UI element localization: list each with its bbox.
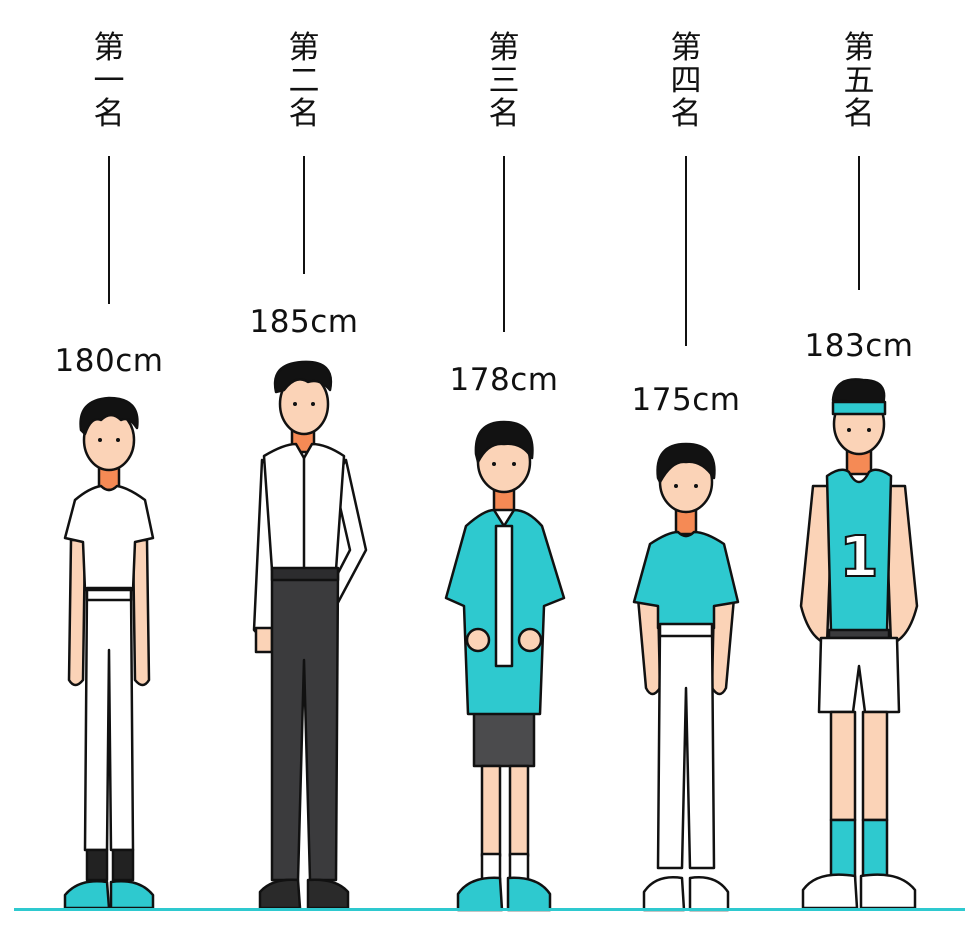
- leader-line: [503, 156, 505, 332]
- rank-label: 第 四 名: [670, 30, 702, 132]
- height-label: 175cm: [631, 382, 741, 418]
- leader-line: [108, 156, 110, 304]
- height-label: 185cm: [249, 304, 359, 340]
- figure-4: [632, 442, 740, 912]
- figure-1: [63, 396, 155, 910]
- rank-label: 第 一 名: [93, 30, 125, 132]
- figure-3: [444, 420, 566, 912]
- height-label: 178cm: [449, 362, 559, 398]
- ground-line: [14, 908, 965, 911]
- leader-line: [858, 156, 860, 290]
- figure-5: 1: [799, 378, 919, 910]
- figure-2: [252, 360, 368, 910]
- rank-label: 第 二 名: [288, 30, 320, 132]
- leader-line: [303, 156, 305, 274]
- rank-label: 第 三 名: [488, 30, 520, 132]
- leader-line: [685, 156, 687, 346]
- rank-label: 第 五 名: [843, 30, 875, 132]
- height-label: 180cm: [54, 343, 164, 379]
- jersey-number: 1: [840, 525, 879, 590]
- height-label: 183cm: [804, 328, 914, 364]
